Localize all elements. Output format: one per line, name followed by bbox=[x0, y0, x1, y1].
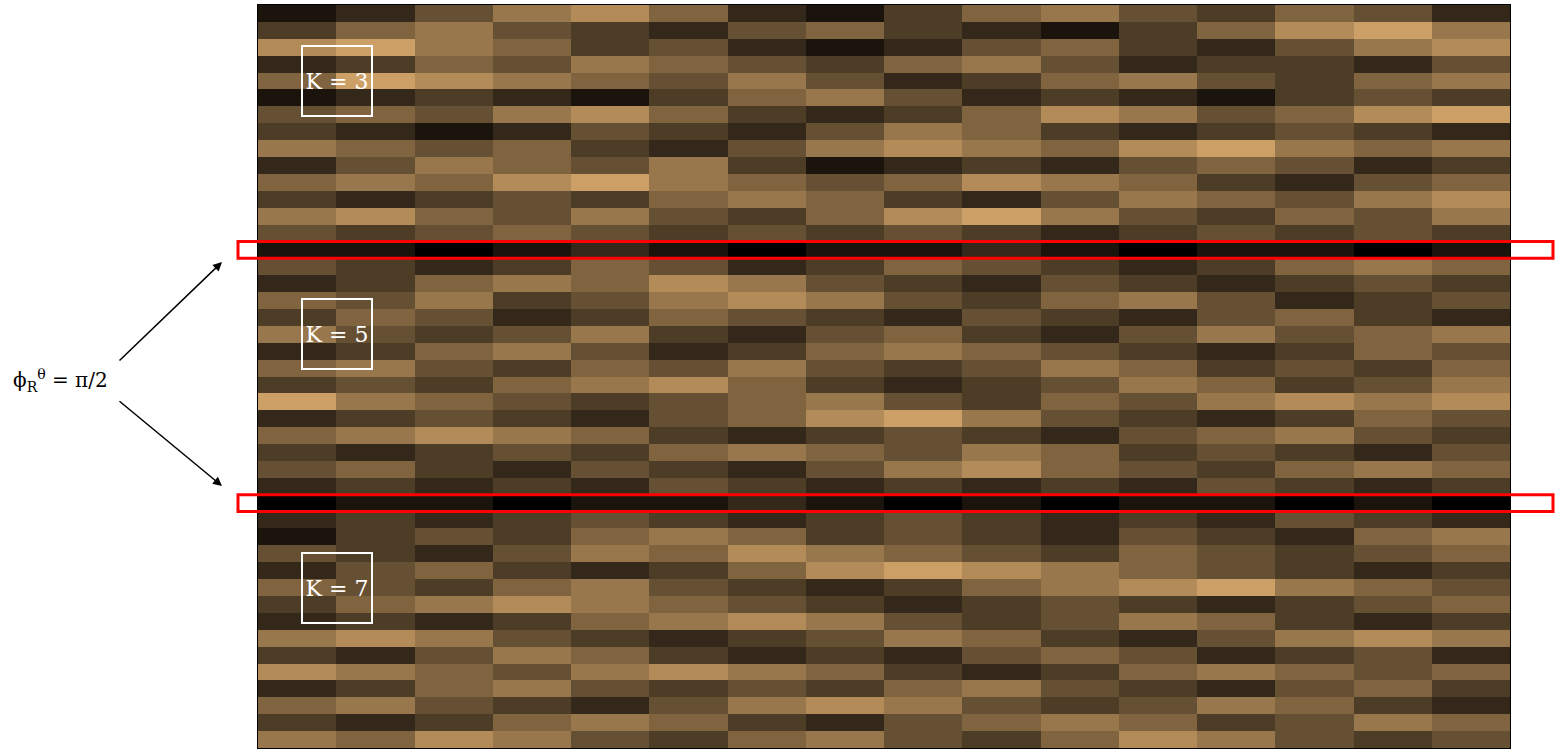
svg-text:K = 5: K = 5 bbox=[306, 322, 369, 347]
svg-text:ϕ​R​​θ​ = π/2: ϕ​R​​θ​ = π/2 bbox=[13, 366, 108, 395]
svg-text:K = 3: K = 3 bbox=[306, 69, 369, 94]
svg-text:K = 7: K = 7 bbox=[306, 576, 369, 601]
